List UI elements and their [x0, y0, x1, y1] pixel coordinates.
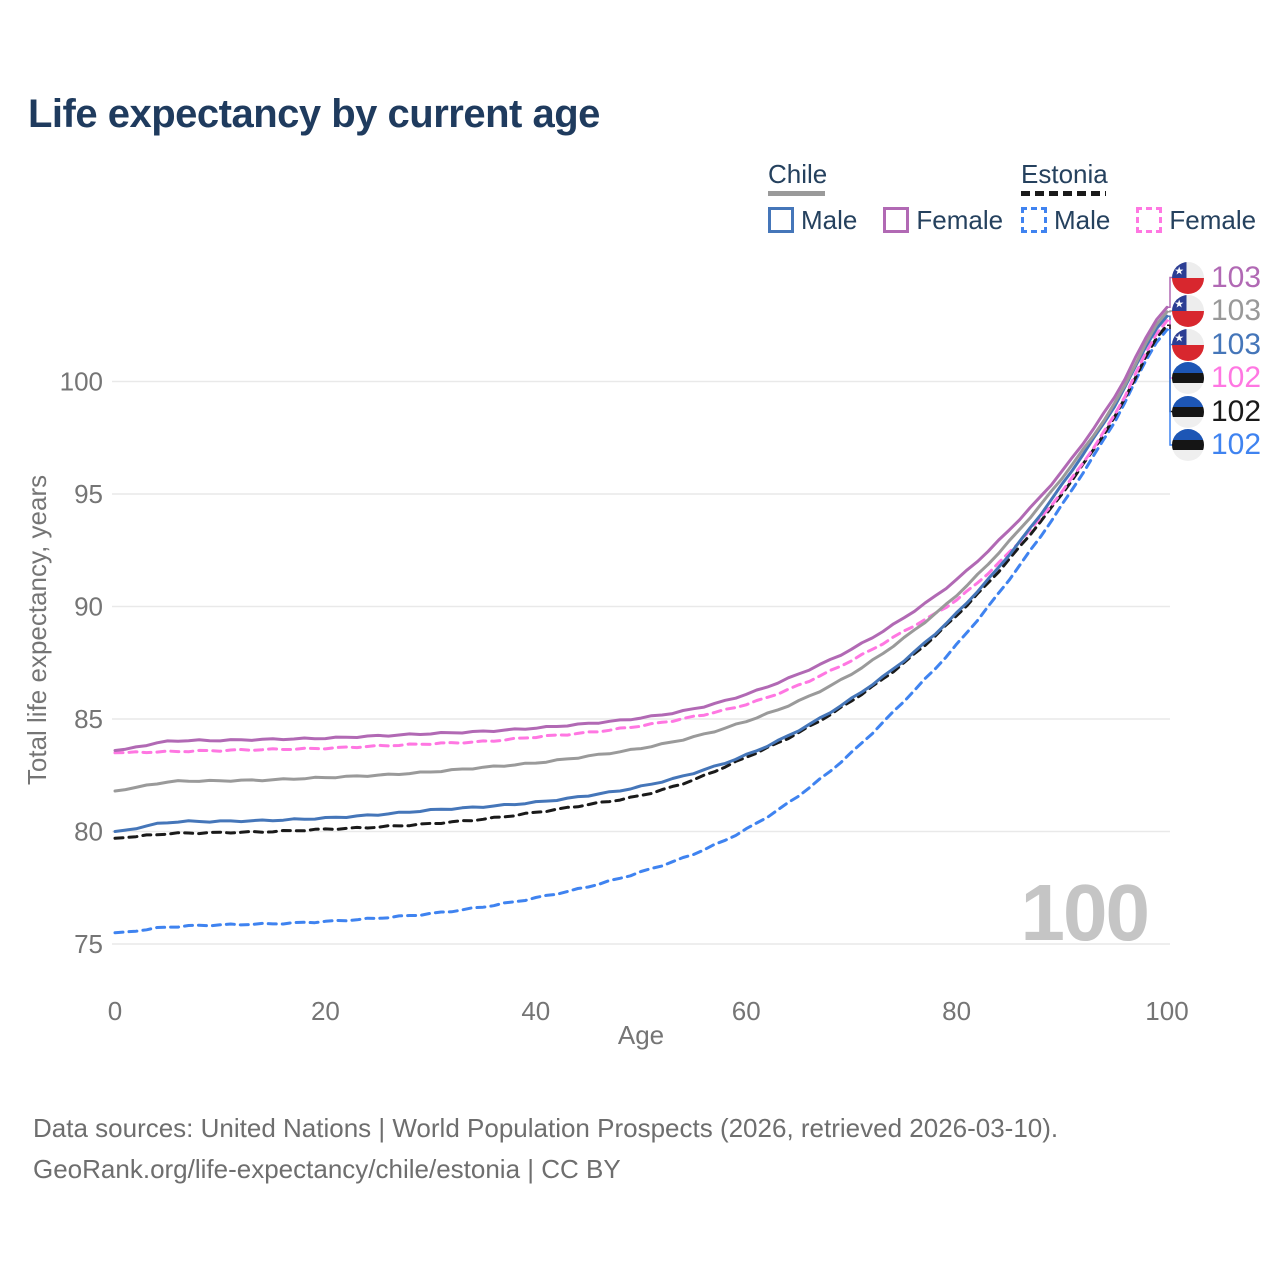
- page-title: Life expectancy by current age: [28, 92, 600, 136]
- end-label-estonia-male: 102: [1172, 428, 1261, 462]
- legend-item-chile-male[interactable]: Male: [768, 205, 857, 236]
- end-label-chile-total: ★ 103: [1172, 294, 1261, 328]
- end-label-chile-male: ★ 103: [1172, 328, 1261, 362]
- estonia-flag-icon: [1172, 395, 1204, 428]
- x-tick-label: 60: [732, 996, 761, 1026]
- chile-flag-icon: ★: [1172, 295, 1204, 327]
- legend-item-chile-female[interactable]: Female: [883, 205, 1003, 236]
- legend-group-chile-label: Chile: [768, 159, 828, 189]
- series-line-estonia_female[interactable]: [113, 319, 1169, 755]
- legend-group-estonia-label: Estonia: [1021, 159, 1108, 189]
- legend: Chile Male Female Estonia Male: [0, 160, 1280, 240]
- estonia-female-swatch: [1136, 207, 1163, 233]
- x-tick-label: 0: [108, 996, 122, 1026]
- end-value: 102: [1211, 394, 1262, 428]
- y-tick-label: 90: [74, 592, 103, 622]
- end-value: 103: [1211, 260, 1262, 294]
- estonia-dashed-line-swatch: [1021, 191, 1106, 196]
- footer-data-sources: Data sources: United Nations | World Pop…: [33, 1113, 1059, 1143]
- end-value: 103: [1211, 294, 1262, 327]
- svg-text:★: ★: [1174, 332, 1184, 344]
- y-tick-label: 95: [74, 479, 103, 509]
- svg-text:★: ★: [1174, 299, 1184, 311]
- chile-flag-icon: ★: [1172, 328, 1204, 361]
- legend-item-estonia-female[interactable]: Female: [1136, 205, 1256, 236]
- legend-item-estonia-male[interactable]: Male: [1021, 205, 1110, 236]
- y-tick-label: 75: [74, 929, 103, 959]
- y-tick-label: 100: [60, 367, 103, 397]
- series-line-chile_male[interactable]: [113, 314, 1169, 833]
- end-value: 102: [1211, 428, 1262, 461]
- chile-female-swatch: [883, 207, 910, 233]
- x-axis-title: Age: [618, 1020, 664, 1050]
- y-axis-title: Total life expectancy, years: [22, 475, 52, 785]
- footer-link: GeoRank.org/life-expectancy/chile/estoni…: [33, 1154, 621, 1184]
- end-value: 103: [1211, 327, 1262, 361]
- legend-group-chile: Chile Male Female: [768, 160, 1029, 236]
- series-line-chile_total[interactable]: [113, 310, 1169, 793]
- series-line-estonia_total[interactable]: [113, 323, 1169, 840]
- legend-item-label: Female: [1169, 204, 1257, 235]
- estonia-flag-icon: [1172, 429, 1204, 461]
- x-tick-label: 80: [942, 996, 971, 1026]
- end-label-estonia-female: 102: [1172, 361, 1261, 395]
- watermark-100: 100: [1021, 868, 1148, 957]
- end-value: 102: [1211, 361, 1262, 394]
- end-label-estonia-total: 102: [1172, 395, 1261, 429]
- chile-male-swatch: [768, 207, 794, 233]
- x-tick-label: 100: [1145, 996, 1188, 1026]
- x-tick-label: 20: [311, 996, 340, 1026]
- x-tick-label: 40: [521, 996, 550, 1026]
- footer: Data sources: United Nations | World Pop…: [33, 1108, 1058, 1190]
- estonia-male-swatch: [1021, 207, 1047, 233]
- svg-text:★: ★: [1174, 265, 1184, 277]
- estonia-flag-icon: [1172, 362, 1204, 394]
- chile-solid-line-swatch: [768, 191, 825, 196]
- series-line-chile_female[interactable]: [113, 305, 1169, 752]
- series-line-estonia_male[interactable]: [113, 328, 1169, 935]
- y-tick-label: 80: [74, 817, 103, 847]
- line-chart: 100 75 80 85 90 95 100 0 20 40 60 80 100 Age Total …: [22, 276, 1189, 1050]
- chile-flag-icon: ★: [1172, 261, 1204, 294]
- legend-item-label: Male: [801, 204, 858, 235]
- legend-item-label: Male: [1054, 204, 1111, 235]
- legend-group-estonia: Estonia Male Female: [1021, 160, 1280, 236]
- end-label-chile-female: ★ 103: [1172, 261, 1261, 295]
- legend-item-label: Female: [916, 204, 1004, 235]
- y-tick-label: 85: [74, 704, 103, 734]
